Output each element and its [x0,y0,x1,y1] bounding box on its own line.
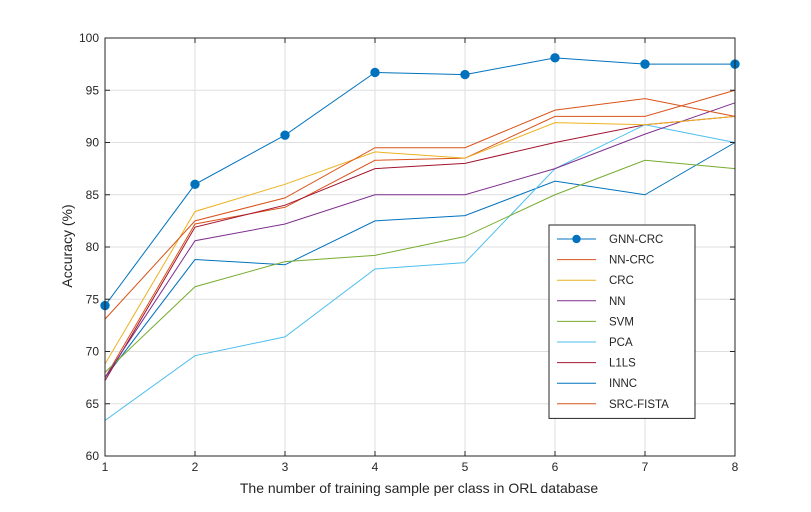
legend-marker [572,234,581,244]
x-tick-label: 3 [282,460,289,474]
legend-label: PCA [609,337,633,349]
x-tick-label: 1 [102,460,109,474]
series-line-nn-crc [104,98,736,320]
y-tick-label: 70 [86,345,100,359]
series-line-l1ls [104,115,736,382]
legend-label: INNC [609,378,637,390]
y-tick-label: 95 [86,83,100,97]
y-tick-label: 85 [86,188,100,202]
legend-label: SVM [609,316,634,328]
legend-entry: NN [557,296,626,308]
y-tick-labels: 60 65 70 75 80 85 90 95 100 [79,31,99,463]
plot-frame [104,37,736,457]
legend-label: SRC-FISTA [609,399,669,411]
x-tick-label: 5 [462,460,469,474]
series-line-nn [104,102,736,378]
series-line-src-fista [104,89,736,378]
y-tick-label: 65 [86,397,100,411]
legend-label: CRC [609,275,634,287]
x-tick-label: 6 [552,460,559,474]
legend-label: L1LS [609,358,636,370]
data-point-gnn-crc [640,59,650,69]
legend: GNN-CRC NN-CRC CRC NN SVM PCA L1LS INNC SRC-FIST… [548,224,696,419]
y-tick-label: 90 [86,136,100,150]
series-line-svm [104,159,736,373]
x-tick-label: 4 [372,460,379,474]
series-line-innc [104,142,736,378]
data-point-gnn-crc [550,53,560,63]
series-line-pca [104,124,736,421]
legend-entry: SVM [557,316,634,328]
data-point-gnn-crc [280,130,290,140]
legend-entry: GNN-CRC [557,234,663,246]
y-tick-label: 80 [86,240,100,254]
data-point-gnn-crc [190,179,200,190]
legend-entry: PCA [557,337,633,349]
x-tick-label: 2 [192,460,199,474]
y-axis-label: Accuracy (%) [59,204,75,287]
series-line-gnn-crc [104,57,735,306]
legend-entry: SRC-FISTA [557,399,669,411]
x-axis-label: The number of training sample per class … [240,480,598,496]
data-point-gnn-crc [460,69,470,80]
legend-entry: NN-CRC [557,255,654,267]
series-line-crc [104,115,736,365]
legend-entry: CRC [557,275,634,287]
legend-label: NN [609,296,626,308]
y-tick-label: 60 [86,449,100,463]
x-tick-label: 7 [642,460,649,474]
legend-entry: INNC [557,378,637,390]
series-lines [100,53,740,421]
y-tick-label: 75 [86,292,100,306]
legend-entry: L1LS [557,358,636,370]
data-point-gnn-crc [370,67,380,78]
legend-label: NN-CRC [609,255,654,267]
y-tick-label: 100 [79,31,99,45]
x-tick-labels: 1 2 3 4 5 6 7 8 [102,460,739,474]
legend-label: GNN-CRC [609,234,663,246]
x-tick-label: 8 [732,460,739,474]
